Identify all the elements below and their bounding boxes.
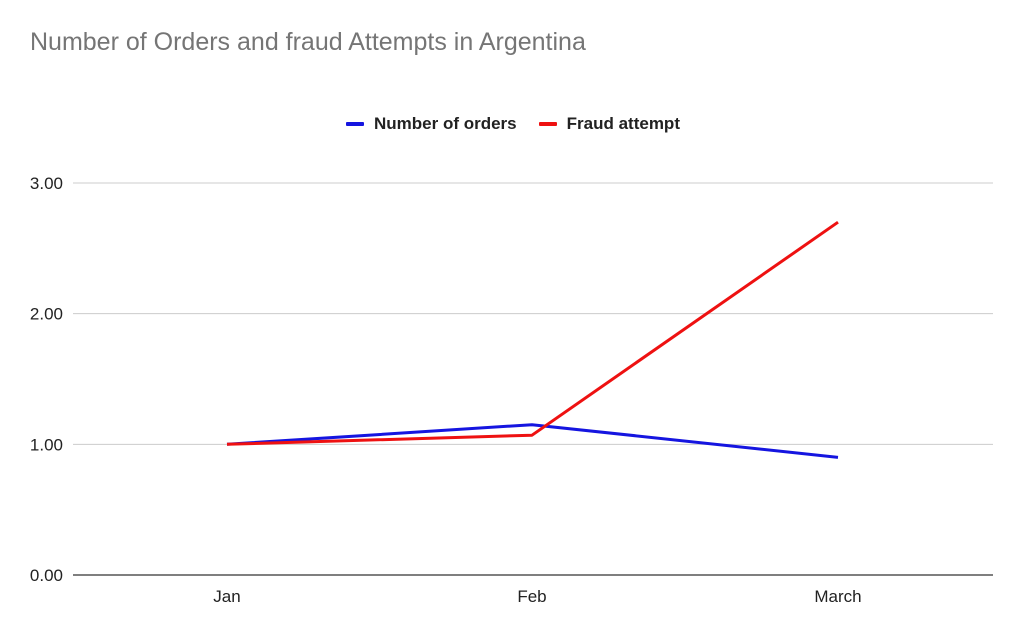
legend-item-number-of-orders[interactable]: Number of orders bbox=[346, 114, 517, 134]
legend-item-fraud-attempt[interactable]: Fraud attempt bbox=[538, 114, 680, 134]
legend-swatch-fraud-attempt bbox=[538, 122, 557, 126]
y-tick-label: 1.00 bbox=[30, 435, 63, 454]
series-line-fraud-attempt[interactable] bbox=[226, 220, 839, 446]
x-tick-label: Feb bbox=[517, 587, 546, 606]
x-tick-label: Jan bbox=[213, 587, 240, 606]
y-tick-label: 3.00 bbox=[30, 174, 63, 193]
legend-label-fraud-attempt: Fraud attempt bbox=[566, 114, 680, 133]
series-line-number-of-orders[interactable] bbox=[226, 423, 839, 459]
x-tick-label: March bbox=[814, 587, 861, 606]
legend-label-number-of-orders: Number of orders bbox=[374, 114, 517, 133]
legend: Number of orders Fraud attempt bbox=[0, 114, 1024, 134]
y-tick-label: 0.00 bbox=[30, 566, 63, 585]
legend-swatch-number-of-orders bbox=[346, 122, 364, 126]
chart-title: Number of Orders and fraud Attempts in A… bbox=[30, 28, 586, 56]
y-tick-label: 2.00 bbox=[30, 305, 63, 324]
